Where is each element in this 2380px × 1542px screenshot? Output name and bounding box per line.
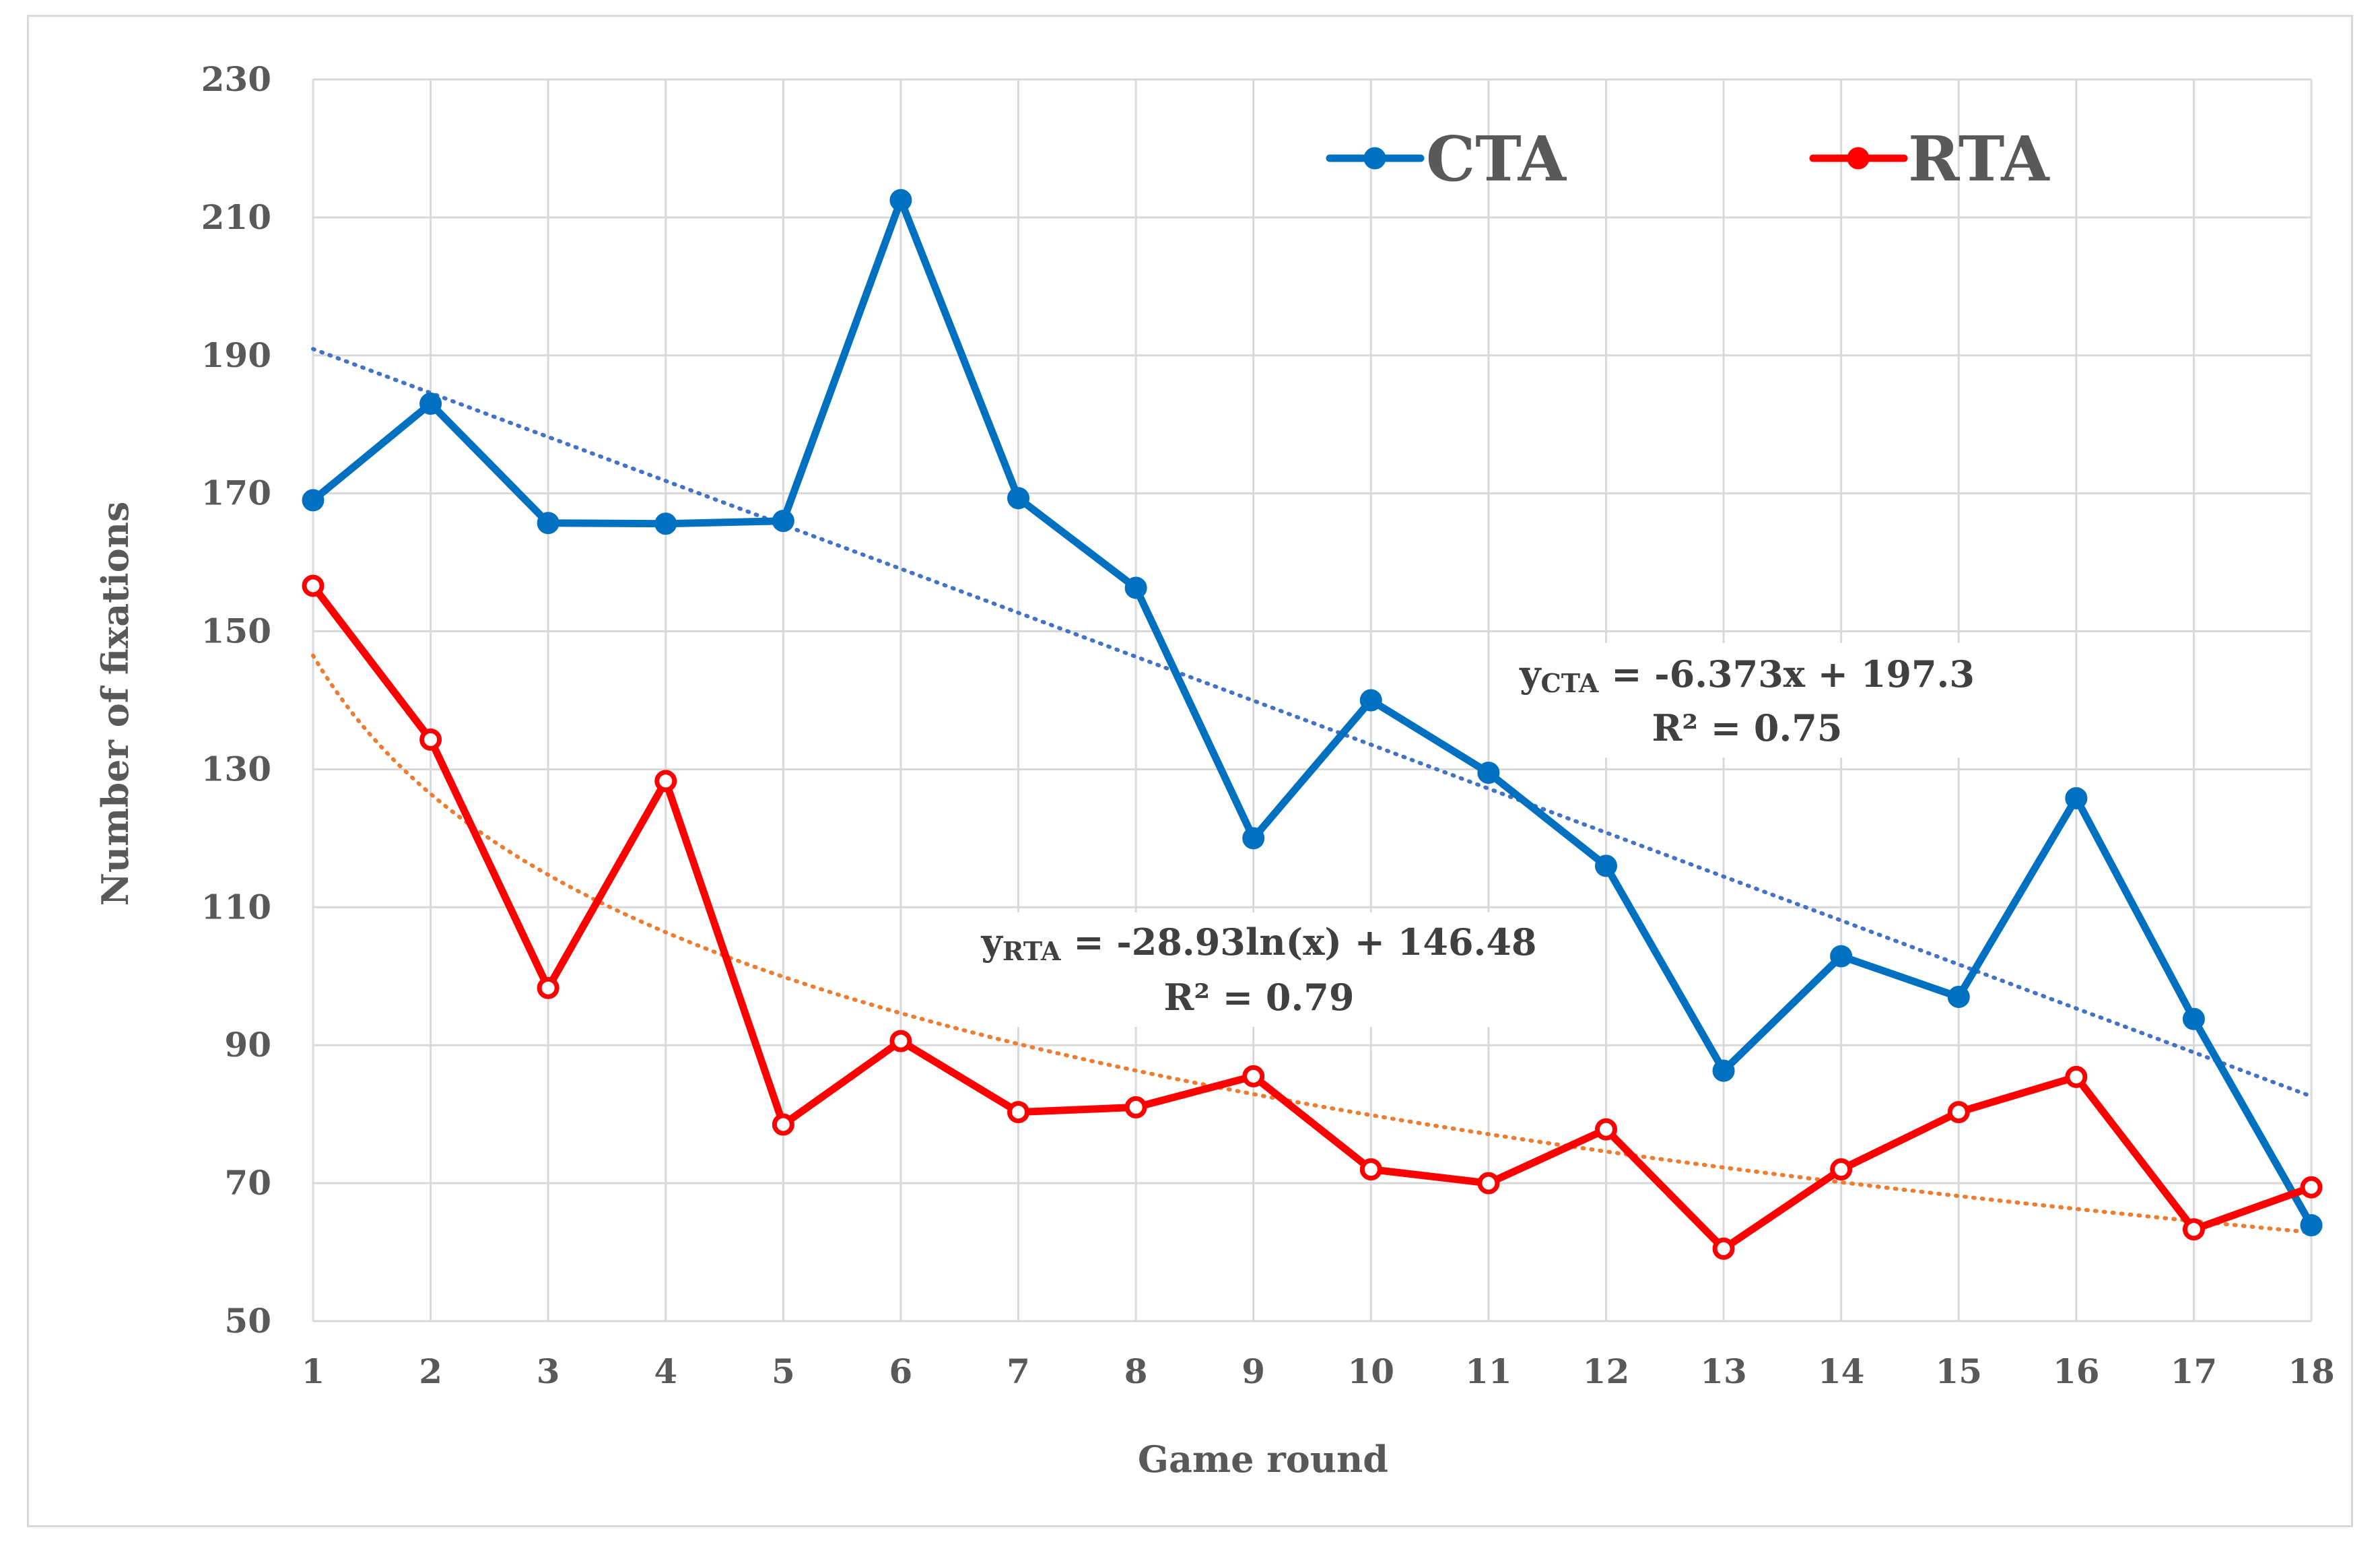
cta-data-point xyxy=(537,512,559,535)
x-tick-label: 17 xyxy=(2171,1351,2218,1391)
cta-data-point xyxy=(2065,786,2088,809)
cta-data-point xyxy=(2182,1007,2205,1030)
cta-data-point xyxy=(1947,986,1970,1009)
cta-data-point xyxy=(1712,1059,1735,1082)
x-tick-label: 6 xyxy=(889,1351,913,1391)
cta-data-point xyxy=(2300,1214,2323,1237)
cta-r2-label: R² = 0.75 xyxy=(1652,706,1843,749)
y-tick-label: 190 xyxy=(201,335,271,375)
cta-equation-y: y xyxy=(1519,652,1542,696)
rta-equation-line: yRTA = -28.93ln(x) + 146.48 xyxy=(981,920,1537,966)
rta-data-point xyxy=(1830,1158,1853,1181)
rta-data-point xyxy=(1947,1101,1970,1124)
cta-data-point xyxy=(1830,945,1853,968)
cta-equation-subscript: CTA xyxy=(1540,668,1598,698)
cta-data-point xyxy=(1594,854,1617,877)
rta-data-point xyxy=(772,1113,794,1136)
rta-data-point xyxy=(2182,1218,2205,1241)
cta-trend-equation: yCTA = -6.373x + 197.3 R² = 0.75 xyxy=(1519,643,1975,758)
y-tick-label: 210 xyxy=(201,197,271,237)
y-tick-label: 110 xyxy=(201,887,271,927)
y-tick-label: 50 xyxy=(224,1301,271,1341)
cta-data-point xyxy=(654,512,677,535)
gridlines xyxy=(312,78,2313,1322)
rta-equation-subscript: RTA xyxy=(1002,936,1061,966)
x-tick-label: 4 xyxy=(654,1351,677,1391)
rta-data-point xyxy=(2300,1176,2323,1199)
y-axis-ticks: 50 70 90 110 130 150 170 190 210 230 xyxy=(201,59,271,1341)
x-tick-label: 2 xyxy=(419,1351,442,1391)
x-tick-label: 1 xyxy=(302,1351,325,1391)
cta-equation-background xyxy=(1528,643,1966,758)
x-tick-label: 14 xyxy=(1818,1351,1865,1391)
rta-data-point xyxy=(537,976,559,999)
trendlines xyxy=(311,347,2313,1235)
y-tick-label: 230 xyxy=(201,59,271,99)
y-tick-label: 70 xyxy=(224,1163,271,1203)
cta-trendline xyxy=(311,347,2313,1099)
rta-data-point xyxy=(654,770,677,793)
x-tick-label: 10 xyxy=(1347,1351,1394,1391)
rta-data-point xyxy=(1594,1118,1617,1141)
cta-series-line xyxy=(309,196,2315,1230)
x-axis-ticks: 1 2 3 4 5 6 7 8 9 10 11 12 13 14 15 16 17 18 xyxy=(302,1351,2335,1391)
legend-label-rta: RTA xyxy=(1908,123,2050,195)
cta-data-point xyxy=(1359,689,1382,712)
rta-series-line xyxy=(309,582,2315,1252)
x-tick-label: 12 xyxy=(1583,1351,1630,1391)
cta-equation-line: yCTA = -6.373x + 197.3 xyxy=(1519,652,1975,698)
x-tick-label: 11 xyxy=(1465,1351,1512,1391)
x-axis-title: Game round xyxy=(1138,1438,1388,1481)
rta-equation-y: y xyxy=(981,920,1004,964)
y-tick-label: 150 xyxy=(201,611,271,651)
rta-data-point xyxy=(419,728,442,751)
cta-data-point xyxy=(1124,576,1147,599)
rta-data-point xyxy=(1242,1065,1265,1087)
cta-data-point xyxy=(1477,762,1500,784)
rta-data-point xyxy=(1007,1101,1030,1124)
y-tick-label: 130 xyxy=(201,749,271,789)
rta-data-point xyxy=(2065,1065,2088,1088)
legend: CTA RTA xyxy=(1326,123,2050,195)
y-tick-label: 90 xyxy=(224,1025,271,1065)
x-tick-label: 18 xyxy=(2288,1351,2335,1391)
rta-data-point xyxy=(302,574,325,597)
data-series xyxy=(302,189,2323,1260)
legend-item-rta: RTA xyxy=(1809,123,2050,195)
rta-trend-equation: yRTA = -28.93ln(x) + 146.48 R² = 0.79 xyxy=(981,912,1537,1027)
x-tick-label: 9 xyxy=(1242,1351,1265,1391)
y-axis-title: Number of fixations xyxy=(94,502,137,906)
legend-marker-rta xyxy=(1847,147,1870,170)
x-tick-label: 8 xyxy=(1124,1351,1148,1391)
cta-data-point xyxy=(419,392,442,415)
x-tick-label: 7 xyxy=(1007,1351,1030,1391)
cta-data-point xyxy=(772,510,794,533)
cta-data-point xyxy=(1007,487,1030,510)
cta-data-point xyxy=(302,489,325,512)
rta-data-point xyxy=(889,1030,912,1052)
rta-equation-background xyxy=(990,912,1528,1027)
x-tick-label: 16 xyxy=(2053,1351,2100,1391)
rta-r2-label: R² = 0.79 xyxy=(1164,976,1355,1019)
cta-data-point xyxy=(889,189,912,211)
cta-data-point xyxy=(1242,827,1265,850)
rta-data-point xyxy=(1124,1096,1147,1118)
rta-equation-rest: = -28.93ln(x) + 146.48 xyxy=(1061,920,1537,964)
rta-data-point xyxy=(1477,1172,1500,1195)
y-tick-label: 170 xyxy=(201,473,271,513)
x-tick-label: 15 xyxy=(1935,1351,1982,1391)
legend-marker-cta xyxy=(1363,147,1386,170)
rta-data-point xyxy=(1712,1237,1735,1260)
legend-label-cta: CTA xyxy=(1426,123,1567,195)
cta-equation-rest: = -6.373x + 197.3 xyxy=(1598,652,1974,696)
rta-data-point xyxy=(1359,1158,1382,1181)
chart-frame xyxy=(27,15,2353,1527)
legend-item-cta: CTA xyxy=(1326,123,1567,195)
x-tick-label: 3 xyxy=(537,1351,560,1391)
x-tick-label: 5 xyxy=(772,1351,795,1391)
x-tick-label: 13 xyxy=(1700,1351,1747,1391)
